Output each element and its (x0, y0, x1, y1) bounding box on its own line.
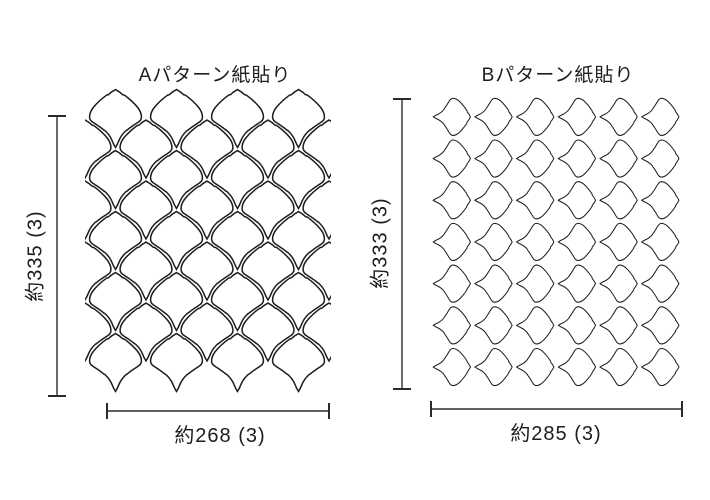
lantern-tile-rotated (557, 306, 597, 345)
lantern-tile-rotated (599, 306, 638, 345)
lantern-tile-rotated (599, 97, 638, 136)
lantern-tile-rotated (432, 347, 471, 387)
lantern-tile-rotated (432, 222, 471, 262)
lantern-tile-rotated (432, 306, 471, 345)
lantern-tile-rotated (516, 222, 555, 262)
lantern-tile-rotated (641, 222, 680, 262)
lantern-tile-rotated (474, 306, 513, 345)
dimension-lines (48, 98, 683, 419)
lantern-tile-rotated (432, 181, 471, 220)
lantern-tile-rotated (641, 181, 680, 220)
lantern-tile-rotated (557, 139, 597, 178)
lantern-tile-rotated (557, 97, 597, 136)
lantern-tile-rotated (516, 139, 555, 178)
lantern-tile-rotated (557, 347, 597, 387)
lantern-tile-rotated (557, 222, 597, 262)
lantern-tile-rotated (474, 181, 513, 220)
lantern-tile-rotated (599, 264, 638, 303)
pattern-a-tiles (85, 88, 331, 393)
lantern-tile-rotated (641, 347, 680, 387)
lantern-tile-rotated (641, 306, 680, 345)
lantern-tile-rotated (474, 347, 513, 387)
lantern-tile-rotated (432, 139, 471, 178)
lantern-tile-rotated (641, 264, 680, 303)
lantern-tile-rotated (516, 181, 555, 220)
lantern-tile-rotated (599, 139, 638, 178)
lantern-tile-rotated (641, 139, 680, 178)
diagram-a-width-dimension-label: 約268 (3) (174, 425, 266, 447)
lantern-tile-rotated (599, 347, 638, 387)
lantern-tile-rotated (516, 97, 555, 136)
lantern-tile-rotated (474, 139, 513, 178)
lantern-tile-rotated (641, 97, 680, 136)
lantern-tile-rotated (432, 97, 471, 136)
lantern-tile-rotated (474, 222, 513, 262)
lantern-tile-rotated (516, 347, 555, 387)
lantern-tile-rotated (474, 97, 513, 136)
diagram-b-title: Bパターン紙貼り (481, 65, 635, 86)
lantern-tile-rotated (557, 264, 597, 303)
diagram-a-title: Aパターン紙貼り (138, 65, 292, 86)
diagram-b-width-dimension-label: 約285 (3) (510, 423, 602, 445)
lantern-tile-rotated (557, 181, 597, 220)
lantern-tile-rotated (432, 264, 471, 303)
lantern-tile-rotated (474, 264, 513, 303)
lantern-tile-rotated (516, 264, 555, 303)
pattern-b-tiles (432, 97, 680, 387)
lantern-tile-rotated (599, 222, 638, 262)
lantern-tile-rotated (599, 181, 638, 220)
lantern-tile-rotated (516, 306, 555, 345)
